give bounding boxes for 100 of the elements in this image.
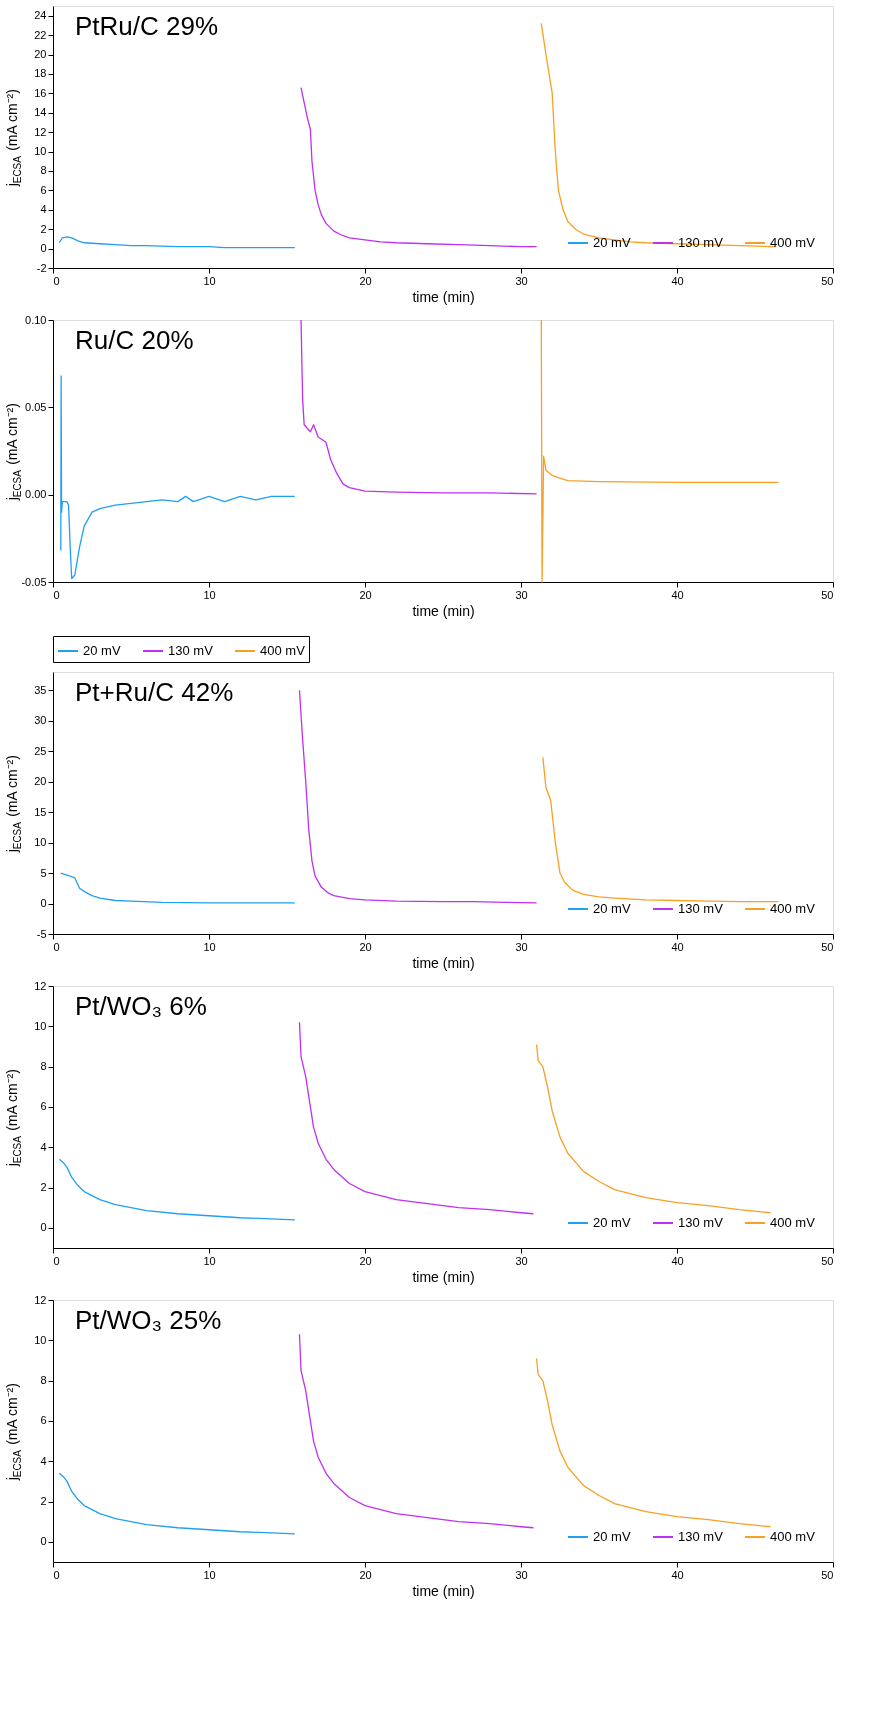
- line-series: [300, 86, 538, 248]
- y-tick-label: 30: [34, 714, 47, 727]
- x-tick-label: 0: [53, 274, 60, 287]
- y-tick-label: -2: [36, 261, 47, 274]
- x-tick-label: 0: [53, 588, 60, 601]
- line-series: [58, 236, 296, 249]
- x-tick-label: 40: [671, 588, 684, 601]
- legend-label: 400 mV: [770, 901, 816, 916]
- legend-label: 400 mV: [260, 643, 306, 658]
- x-tick-label: 10: [203, 1568, 216, 1581]
- y-tick-label: 35: [34, 683, 47, 696]
- x-tick-label: 40: [671, 1254, 684, 1267]
- x-tick-label: 0: [53, 940, 60, 953]
- x-tick-label: 50: [821, 274, 834, 287]
- x-axis-title: time (min): [412, 602, 475, 619]
- line-series: [540, 319, 780, 583]
- y-tick-label: 22: [34, 28, 47, 41]
- y-tick-label: 20: [34, 48, 47, 61]
- legend-label: 400 mV: [770, 235, 816, 250]
- line-series: [60, 375, 296, 580]
- y-tick-label: 6: [40, 1100, 47, 1113]
- y-tick-label: 12: [34, 1293, 47, 1306]
- y-tick-label: 16: [34, 86, 47, 99]
- x-tick-label: 30: [515, 1568, 528, 1581]
- y-tick-label: 0: [40, 1535, 47, 1548]
- y-tick-label: 12: [34, 125, 47, 138]
- y-tick-label: 12: [34, 979, 47, 992]
- legend-label: 130 mV: [678, 1215, 724, 1230]
- y-tick-label: 2: [40, 1181, 47, 1194]
- y-axis-title: jECSA (mA cm⁻²): [4, 403, 23, 502]
- x-tick-label: 50: [821, 588, 834, 601]
- legend-label: 20 mV: [593, 1215, 631, 1230]
- x-axis-title: time (min): [412, 288, 475, 305]
- chart-title: Ru/C 20%: [75, 325, 194, 355]
- y-tick-label: 14: [34, 106, 47, 119]
- x-axis-title: time (min): [412, 954, 475, 971]
- y-tick-label: 15: [34, 805, 47, 818]
- x-tick-label: 20: [359, 588, 372, 601]
- y-tick-label: 24: [34, 9, 47, 22]
- y-tick-label: 6: [40, 183, 47, 196]
- y-tick-label: 8: [40, 1060, 47, 1073]
- y-tick-label: 0: [40, 897, 47, 910]
- x-tick-label: 10: [203, 274, 216, 287]
- x-tick-label: 30: [515, 1254, 528, 1267]
- x-tick-label: 20: [359, 1568, 372, 1581]
- line-series: [535, 1043, 772, 1214]
- legend-label: 20 mV: [83, 643, 121, 658]
- legend-label: 130 mV: [168, 643, 214, 658]
- x-tick-label: 50: [821, 1568, 834, 1581]
- y-tick-label: 4: [40, 1454, 47, 1467]
- legend-label: 400 mV: [770, 1215, 816, 1230]
- y-axis-title: jECSA (mA cm⁻²): [4, 1069, 23, 1168]
- y-tick-label: 0: [40, 1221, 47, 1234]
- line-series: [542, 756, 780, 903]
- chart-title: PtRu/C 29%: [75, 11, 219, 41]
- x-tick-label: 0: [53, 1254, 60, 1267]
- y-axis-title: jECSA (mA cm⁻²): [4, 755, 23, 854]
- line-series: [298, 689, 538, 904]
- line-series: [58, 1472, 296, 1535]
- line-series: [298, 1333, 535, 1529]
- x-tick-label: 40: [671, 940, 684, 953]
- line-series: [300, 319, 538, 495]
- legend-label: 400 mV: [770, 1529, 816, 1544]
- x-axis-title: time (min): [412, 1582, 475, 1599]
- y-tick-label: 0.10: [25, 313, 47, 326]
- x-tick-label: 30: [515, 588, 528, 601]
- y-tick-label: 10: [34, 836, 47, 849]
- x-tick-label: 50: [821, 940, 834, 953]
- y-tick-label: 0.05: [25, 400, 47, 413]
- y-tick-label: 2: [40, 1495, 47, 1508]
- legend-label: 20 mV: [593, 1529, 631, 1544]
- y-tick-label: 2: [40, 222, 47, 235]
- x-tick-label: 20: [359, 940, 372, 953]
- y-tick-label: 25: [34, 744, 47, 757]
- y-tick-label: 4: [40, 1140, 47, 1153]
- y-tick-label: 0: [40, 242, 47, 255]
- legend-label: 130 mV: [678, 901, 724, 916]
- y-axis-title: jECSA (mA cm⁻²): [4, 1383, 23, 1482]
- x-axis-title: time (min): [412, 1268, 475, 1285]
- y-tick-label: -0.05: [21, 575, 47, 588]
- legend-label: 130 mV: [678, 1529, 724, 1544]
- y-tick-label: 5: [40, 866, 47, 879]
- y-tick-label: 18: [34, 67, 47, 80]
- y-tick-label: 10: [34, 1019, 47, 1032]
- x-tick-label: 10: [203, 940, 216, 953]
- y-tick-label: 10: [34, 145, 47, 158]
- y-tick-label: 0.00: [25, 488, 47, 501]
- line-series: [298, 1021, 535, 1215]
- y-tick-label: -5: [36, 927, 47, 940]
- chart-title: Pt+Ru/C 42%: [75, 677, 234, 707]
- x-tick-label: 40: [671, 1568, 684, 1581]
- x-tick-label: 0: [53, 1568, 60, 1581]
- x-tick-label: 30: [515, 274, 528, 287]
- x-tick-label: 10: [203, 1254, 216, 1267]
- x-tick-label: 10: [203, 588, 216, 601]
- y-tick-label: 6: [40, 1414, 47, 1427]
- y-tick-label: 8: [40, 164, 47, 177]
- y-axis-title: jECSA (mA cm⁻²): [4, 89, 23, 188]
- legend-label: 20 mV: [593, 901, 631, 916]
- line-series: [535, 1357, 772, 1528]
